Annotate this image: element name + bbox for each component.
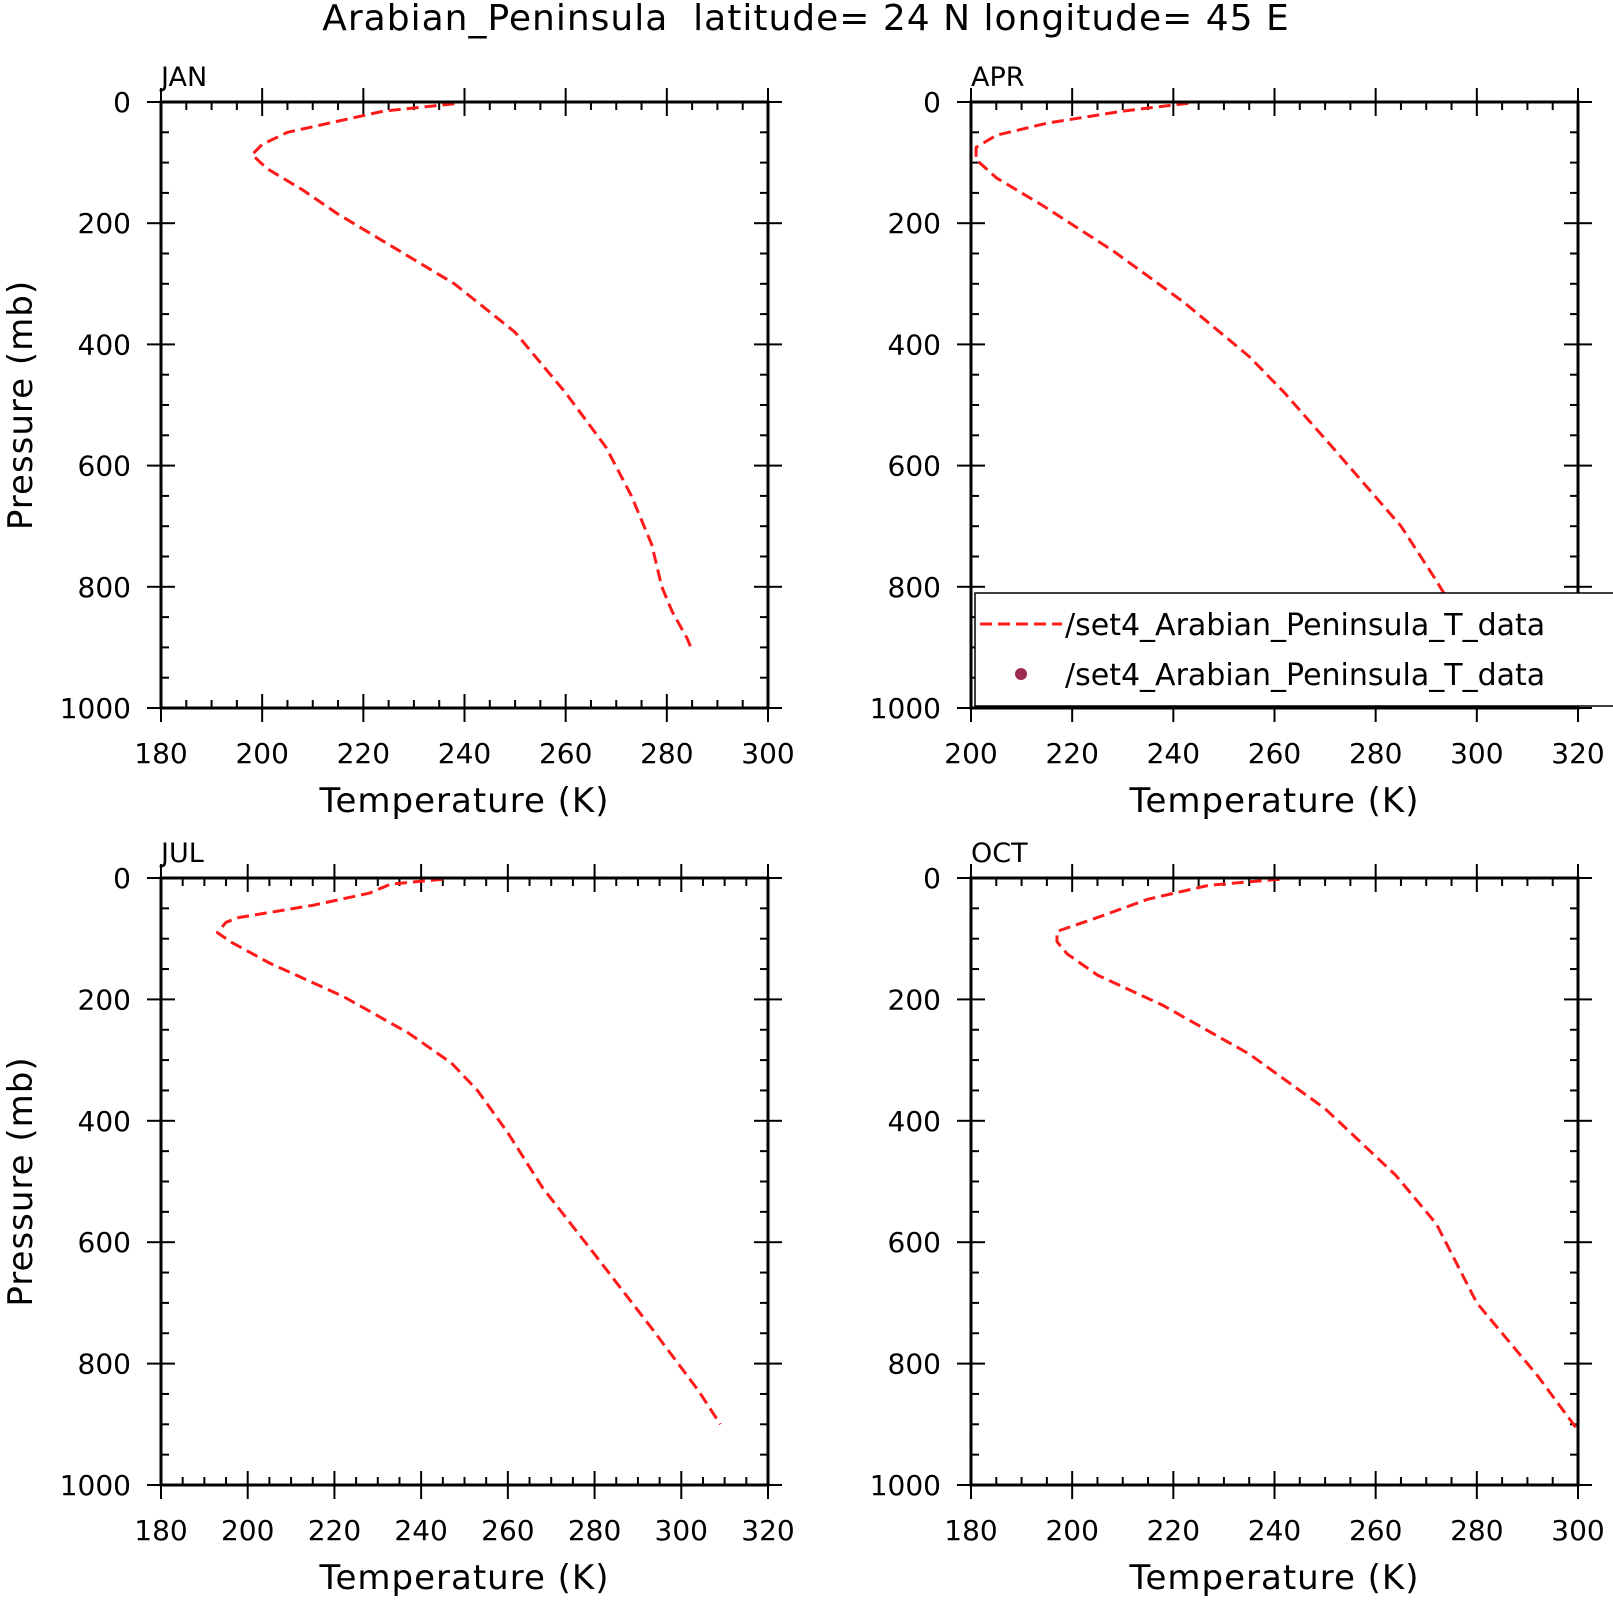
legend-dot-swatch [1015,668,1027,680]
chart-3-xtick-label: 280 [1450,1514,1503,1547]
chart-1-ytick-label: 600 [888,450,941,483]
chart-3-ytick-label: 800 [888,1348,941,1381]
chart-1-xtick-label: 200 [944,737,997,770]
chart-0-ytick-label: 600 [78,450,131,483]
chart-2-plot-frame [159,876,770,1487]
chart-2-ytick-label: 0 [113,862,131,895]
chart-0-xtick-label: 260 [539,737,592,770]
chart-3-xtick-label: 300 [1551,1514,1604,1547]
chart-1-plot-frame [969,100,1580,710]
chart-1-ytick-label: 200 [888,207,941,240]
panel-jan: JAN 180 200 220 240 260 280 300 0 200 400 600 800 100… [1,62,795,821]
chart-1-ytick-label: 400 [888,328,941,361]
chart-0-ylabel: Pressure (mb) [1,280,41,530]
chart-0-xtick-label: 180 [134,737,187,770]
panel-jul: JUL 180 200 220 240 260 280 300 320 0 200 400 600 800… [1,838,795,1598]
figure-title: Arabian_Peninsula latitude= 24 N longitu… [322,0,1290,39]
chart-2-xtick-label: 240 [394,1514,447,1547]
chart-3-ytick-label: 600 [888,1226,941,1259]
legend: /set4_Arabian_Peninsula_T_data /set4_Ara… [974,592,1613,707]
legend-entry-0-label: /set4_Arabian_Peninsula_T_data [1065,608,1545,643]
chart-0-series-0-line [250,102,694,651]
chart-3-xtick-label: 180 [944,1514,997,1547]
chart-3-xtick-label: 260 [1349,1514,1402,1547]
chart-0-plot-frame [159,100,770,710]
chart-2-ytick-label: 600 [78,1226,131,1259]
chart-2-xtick-label: 320 [741,1514,794,1547]
chart-3-xtick-label: 240 [1248,1514,1301,1547]
chart-3-panel-label: OCT [971,838,1028,869]
chart-1-xtick-label: 220 [1045,737,1098,770]
chart-1-ytick-label: 800 [888,571,941,604]
chart-3-xtick-label: 200 [1045,1514,1098,1547]
chart-3-ytick-label: 200 [888,983,941,1016]
chart-0-xtick-label: 240 [438,737,491,770]
chart-1-xtick-label: 280 [1349,737,1402,770]
chart-1-series-0-line [974,101,1479,649]
chart-2-series-0-line [215,877,722,1426]
chart-2-xtick-label: 300 [655,1514,708,1547]
chart-3-xtick-label: 220 [1147,1514,1200,1547]
chart-0-ytick-label: 0 [113,86,131,119]
chart-1-xtick-label: 300 [1450,737,1503,770]
chart-1-xtick-label: 260 [1248,737,1301,770]
chart-0-xtick-label: 300 [741,737,794,770]
panel-apr: APR 200 220 240 260 280 300 320 0 200 400 600 800 100… [870,62,1605,821]
chart-1-xtick-label: 240 [1147,737,1200,770]
chart-0-panel-label: JAN [159,62,207,93]
chart-0-xtick-label: 220 [337,737,390,770]
chart-0-xtick-label: 280 [640,737,693,770]
chart-2-ytick-label: 1000 [60,1469,131,1502]
chart-3-series-0-line [1055,877,1580,1432]
chart-3-plot-frame [969,876,1580,1487]
chart-1-ytick-label: 0 [923,86,941,119]
chart-1-ytick-label: 1000 [870,692,941,725]
legend-box [974,592,1613,707]
chart-3-xlabel: Temperature (K) [1128,1558,1419,1598]
chart-1-panel-label: APR [971,62,1025,93]
chart-2-ytick-label: 200 [78,983,131,1016]
chart-2-xtick-label: 200 [221,1514,274,1547]
chart-0-ytick-label: 1000 [60,692,131,725]
chart-1-xlabel: Temperature (K) [1128,781,1419,821]
chart-3-ytick-label: 0 [923,862,941,895]
chart-3-ytick-label: 400 [888,1105,941,1138]
chart-2-xtick-label: 280 [568,1514,621,1547]
chart-0-ytick-label: 800 [78,571,131,604]
chart-2-panel-label: JUL [159,838,204,869]
chart-0-ytick-label: 200 [78,207,131,240]
panel-oct: OCT 180 200 220 240 260 280 300 0 200 400 600 800 100… [870,838,1605,1598]
chart-0-xtick-label: 200 [235,737,288,770]
legend-entry-1-label: /set4_Arabian_Peninsula_T_data [1065,658,1545,693]
chart-1-xtick-label: 320 [1551,737,1604,770]
chart-2-ylabel: Pressure (mb) [1,1056,41,1306]
chart-2-xtick-label: 180 [134,1514,187,1547]
chart-2-xtick-label: 220 [308,1514,361,1547]
chart-2-ytick-label: 400 [78,1105,131,1138]
chart-0-xlabel: Temperature (K) [318,781,609,821]
chart-2-xlabel: Temperature (K) [318,1558,609,1598]
chart-0-ytick-label: 400 [78,328,131,361]
chart-2-ytick-label: 800 [78,1348,131,1381]
chart-3-ytick-label: 1000 [870,1469,941,1502]
chart-2-xtick-label: 260 [481,1514,534,1547]
